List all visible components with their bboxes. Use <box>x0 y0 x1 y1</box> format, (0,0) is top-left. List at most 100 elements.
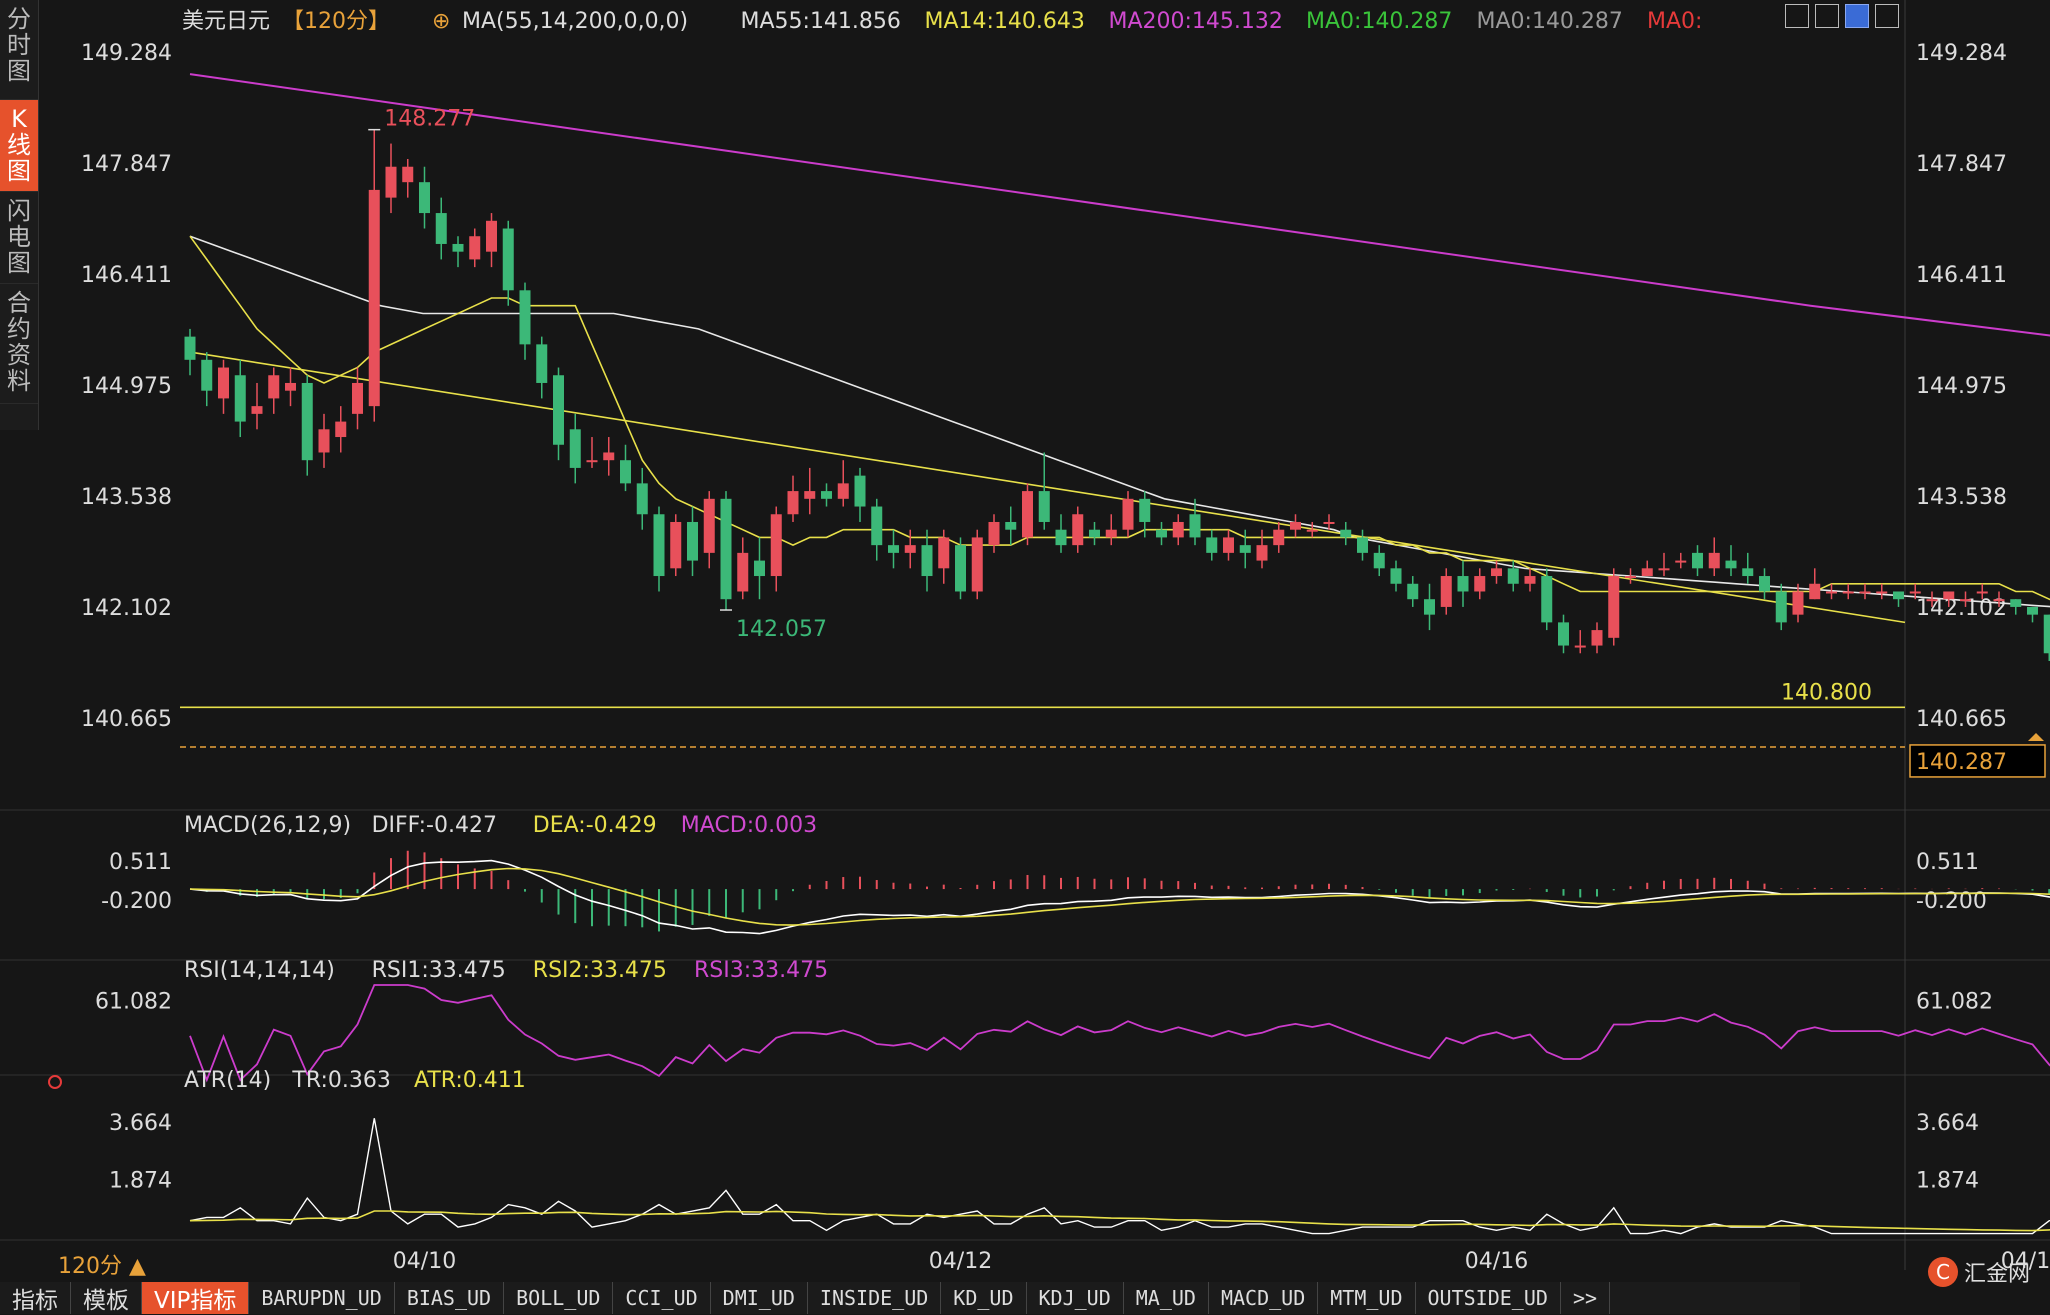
candle-body-66 <box>1290 522 1301 530</box>
candle-26 <box>620 445 631 491</box>
candle-body-44 <box>922 545 933 576</box>
candle-body-0 <box>185 337 196 360</box>
candle-body-10 <box>352 383 363 414</box>
candle-10 <box>352 368 363 430</box>
candle-body-9 <box>335 422 346 437</box>
candle-8 <box>319 414 330 468</box>
candle-body-77 <box>1474 576 1485 591</box>
radar-icon[interactable] <box>48 1075 62 1089</box>
candle-11 <box>369 130 380 422</box>
candle-24 <box>587 437 598 468</box>
candle-body-14 <box>419 182 430 213</box>
candle-102 <box>1893 591 1904 606</box>
candle-80 <box>1525 568 1536 591</box>
tab-macd-ud[interactable]: MACD_UD <box>1209 1282 1318 1314</box>
atr-header-item-1: TR:0.363 <box>291 1068 390 1093</box>
candle-25 <box>603 437 614 476</box>
candle-19 <box>503 221 514 306</box>
tab-outside-ud[interactable]: OUTSIDE_UD <box>1416 1282 1561 1314</box>
candle-body-64 <box>1257 545 1268 560</box>
period-selector[interactable]: 120分 ▲ <box>58 1248 146 1280</box>
tab-kdj-ud[interactable]: KDJ_UD <box>1027 1282 1124 1314</box>
tab-bias-ud[interactable]: BIAS_UD <box>395 1282 504 1314</box>
candle-99 <box>1843 584 1854 599</box>
tab-inside-ud[interactable]: INSIDE_UD <box>808 1282 941 1314</box>
tab-[interactable]: 指标 <box>0 1282 71 1314</box>
tab-barupdn-ud[interactable]: BARUPDN_UD <box>249 1282 394 1314</box>
candle-46 <box>955 537 966 599</box>
candle-body-80 <box>1525 576 1536 584</box>
grid-icon[interactable] <box>1785 4 1809 28</box>
candle-body-23 <box>570 429 581 468</box>
candle-88 <box>1659 553 1670 576</box>
candle-42 <box>888 530 899 569</box>
candle-body-101 <box>1876 591 1887 593</box>
tab-ma-ud[interactable]: MA_UD <box>1124 1282 1209 1314</box>
candle-89 <box>1675 553 1686 568</box>
ma55-line <box>190 236 2050 625</box>
candle-body-59 <box>1173 522 1184 537</box>
candle-body-46 <box>955 545 966 591</box>
candle-body-106 <box>1960 599 1971 601</box>
tab-kd-ud[interactable]: KD_UD <box>941 1282 1026 1314</box>
candle-body-72 <box>1391 568 1402 583</box>
candle-109 <box>2010 599 2021 614</box>
candle-body-41 <box>871 507 882 546</box>
rsi-header-item-3: RSI3:33.475 <box>694 958 828 983</box>
period-label: 【120分】 <box>282 9 390 34</box>
candle-48 <box>989 514 1000 553</box>
candle-90 <box>1692 545 1703 576</box>
candle-14 <box>419 167 430 229</box>
candle-31 <box>704 491 715 568</box>
candle-body-63 <box>1240 545 1251 553</box>
candle-59 <box>1173 514 1184 545</box>
candle-69 <box>1340 522 1351 545</box>
candle-body-6 <box>285 383 296 391</box>
atr-ytick-left-1: 1.874 <box>109 1169 172 1194</box>
bars-icon[interactable] <box>1815 4 1839 28</box>
atr-header-item-0: ATR(14) <box>184 1068 271 1093</box>
candle-body-57 <box>1139 499 1150 522</box>
tab-boll-ud[interactable]: BOLL_UD <box>504 1282 613 1314</box>
tab-cci-ud[interactable]: CCI_UD <box>613 1282 710 1314</box>
candle-body-61 <box>1206 537 1217 552</box>
candlestick-chart[interactable]: 美元日元【120分】⊕MA(55,14,200,0,0,0)MA55:141.8… <box>0 0 2050 1282</box>
candle-body-90 <box>1692 553 1703 568</box>
candle-body-29 <box>670 522 681 568</box>
candle-29 <box>670 514 681 576</box>
candle-body-60 <box>1190 514 1201 537</box>
candle-93 <box>1742 553 1753 584</box>
tab-[interactable]: 模板 <box>71 1282 142 1314</box>
logo-icon: C <box>1928 1257 1958 1287</box>
candle-58 <box>1156 522 1167 545</box>
main-header: 美元日元【120分】⊕MA(55,14,200,0,0,0)MA55:141.8… <box>182 9 1702 34</box>
candle-body-4 <box>252 406 263 414</box>
candle-body-69 <box>1340 530 1351 538</box>
main-ytick-right-3: 144.975 <box>1916 374 2007 399</box>
candle-73 <box>1407 576 1418 607</box>
tab-[interactable]: >> <box>1561 1282 1610 1314</box>
macd-header-item-3: MACD:0.003 <box>681 813 817 838</box>
tab-dmi-ud[interactable]: DMI_UD <box>711 1282 808 1314</box>
candle-body-31 <box>704 499 715 553</box>
candle-body-7 <box>302 383 313 460</box>
ma14-line <box>190 236 2050 720</box>
candle-icon[interactable] <box>1875 4 1899 28</box>
candle-101 <box>1876 584 1887 599</box>
tab-mtm-ud[interactable]: MTM_UD <box>1318 1282 1415 1314</box>
main-ytick-right-1: 147.847 <box>1916 152 2007 177</box>
x-label-1: 04/12 <box>929 1249 992 1274</box>
candle-51 <box>1039 452 1050 529</box>
candle-17 <box>469 229 480 268</box>
rsi-line <box>190 985 2050 1080</box>
candle-body-99 <box>1843 591 1854 593</box>
tab-vip[interactable]: VIP指标 <box>142 1282 249 1314</box>
candle-41 <box>871 499 882 561</box>
candle-44 <box>922 530 933 592</box>
candle-body-34 <box>754 561 765 576</box>
main-header-item-5: MA0:140.287 <box>1477 9 1623 34</box>
candle-body-58 <box>1156 530 1167 538</box>
line-icon[interactable] <box>1845 4 1869 28</box>
candle-3 <box>235 360 246 437</box>
